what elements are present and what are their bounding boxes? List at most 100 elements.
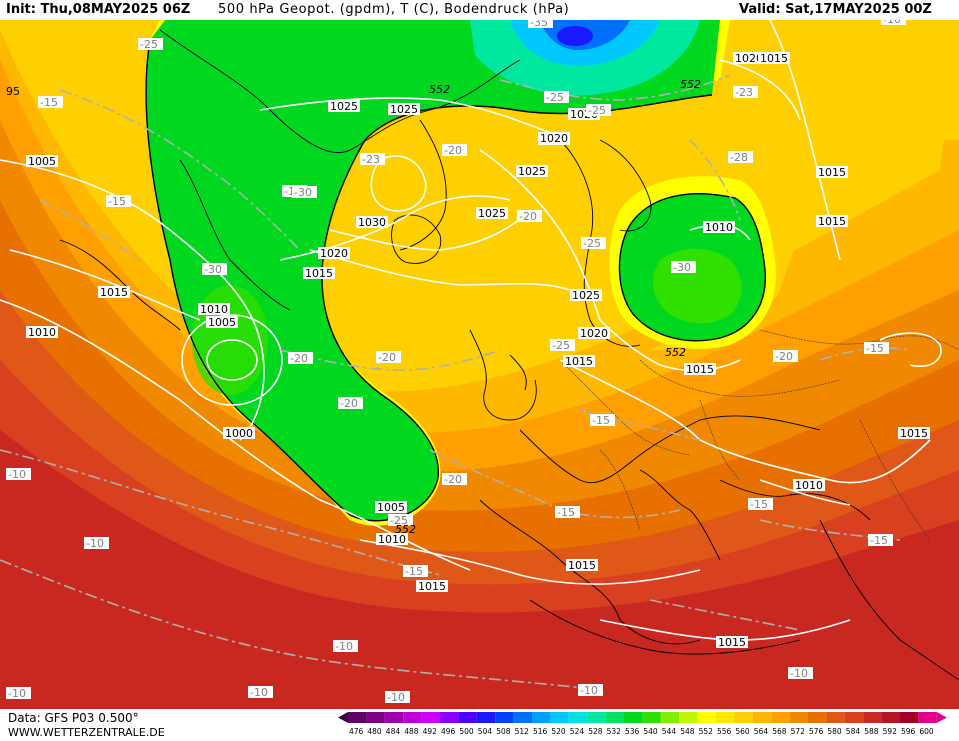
temperature-label-box [581, 237, 606, 249]
pressure-label: 1020 [580, 327, 608, 340]
legend-swatch [918, 712, 937, 723]
legend-tick-label: 476 [349, 727, 364, 736]
legend-tick-label: 600 [919, 727, 934, 736]
temperature-label-box [106, 195, 131, 207]
temperature-label: -15 [750, 498, 768, 511]
pressure-label-box [703, 221, 735, 233]
temperature-label: -10 [8, 468, 26, 481]
pressure-label-box [98, 286, 130, 298]
pressure-label-box [516, 165, 548, 177]
legend-tick-label: 584 [846, 727, 861, 736]
pressure-label: 1025 [390, 103, 418, 116]
pressure-label-box [356, 216, 388, 228]
valid-time: Valid: Sat,17MAY2025 00Z [739, 2, 932, 17]
pressure-label: 1010 [28, 326, 56, 339]
pressure-label: 1010 [705, 221, 733, 234]
temperature-label-box [6, 687, 31, 699]
pressure-label: 1015 [900, 427, 928, 440]
temperature-label-box [292, 186, 317, 198]
legend-swatch [844, 712, 864, 723]
pressure-label: 1015 [418, 580, 446, 593]
pressure-label-box [733, 52, 765, 64]
temperature-label: -10 [790, 667, 808, 680]
pressure-label: 1025 [518, 165, 546, 178]
legend-swatch [513, 712, 532, 723]
pressure-label: 1000 [225, 427, 253, 440]
temperature-label: -15 [866, 342, 884, 355]
temperature-label-box [881, 20, 906, 25]
temperature-label-box [248, 686, 273, 698]
temperature-label: -25 [390, 514, 408, 527]
pressure-label: 1020 [320, 247, 348, 260]
pressure-label-box [303, 267, 335, 279]
pressure-label-box [223, 427, 255, 439]
temperature-label: -25 [552, 339, 570, 352]
geopotential-label: 552 [429, 83, 450, 96]
geopotential-label: 552 [680, 78, 701, 91]
field-band-508 [557, 26, 593, 46]
temperature-label: -10 [8, 687, 26, 700]
temperature-label-box [671, 261, 696, 273]
legend-tick-label: 588 [864, 727, 879, 736]
pressure-label-box [563, 355, 595, 367]
legend-tick-label: 496 [441, 727, 456, 736]
legend-swatch [587, 712, 606, 723]
temperature-label: -10 [883, 20, 901, 26]
temperature-label-box [578, 684, 603, 696]
pressure-label-box [758, 52, 790, 64]
temperature-label: -20 [444, 144, 462, 157]
pressure-label: 1005 [28, 155, 56, 168]
legend-swatch [771, 712, 790, 723]
pressure-label: 1015 [760, 52, 788, 65]
legend-swatch [421, 712, 440, 723]
temperature-label: -15 [557, 506, 575, 519]
temperature-label: -30 [673, 261, 691, 274]
legend-tick-label: 504 [478, 727, 493, 736]
temperature-label: -30 [204, 263, 222, 276]
pressure-label: 1010 [378, 533, 406, 546]
legend-tick-label: 596 [901, 727, 916, 736]
init-time: Init: Thu,08MAY2025 06Z [6, 2, 191, 17]
pressure-label-box [816, 166, 848, 178]
geopotential-label: 552 [665, 346, 686, 359]
temperature-label-box [550, 339, 575, 351]
legend-swatch [458, 712, 477, 723]
pressure-label: 1015 [568, 559, 596, 572]
temperature-label: -28 [730, 151, 748, 164]
temperature-label: -15 [40, 96, 58, 109]
pressure-label-box [26, 155, 58, 167]
geopotential-label: 552 [395, 523, 416, 536]
pressure-label: 1025 [330, 100, 358, 113]
legend-tick-label: 508 [496, 727, 511, 736]
legend-swatch [789, 712, 808, 723]
pressure-label-box [898, 427, 930, 439]
legend-swatch [550, 712, 569, 723]
legend-tick-label: 572 [791, 727, 806, 736]
legend-tick-label: 560 [735, 727, 750, 736]
pressure-label-box [416, 580, 448, 592]
legend-swatch [605, 712, 624, 723]
field-band-560-east [650, 20, 959, 350]
temperature-label-box [788, 667, 813, 679]
temperature-label-box [84, 537, 109, 549]
temperature-label: -20 [775, 350, 793, 363]
temperature-label-box [555, 506, 580, 518]
legend-swatch [679, 712, 698, 723]
pressure-label: 1015 [718, 636, 746, 649]
temperature-label-box [360, 153, 385, 165]
legend-swatch [495, 712, 514, 723]
temperature-label-box [288, 352, 313, 364]
legend-tick-label: 564 [754, 727, 769, 736]
legend-tick-label: 540 [643, 727, 658, 736]
legend-tick-label: 580 [827, 727, 842, 736]
legend-tick-label: 536 [625, 727, 640, 736]
map-header: Init: Thu,08MAY2025 06Z 500 hPa Geopot. … [0, 0, 959, 20]
temperature-label: -25 [140, 38, 158, 51]
edge-label: 95 [6, 85, 20, 98]
legend-tick-label: 516 [533, 727, 548, 736]
map-title: 500 hPa Geopot. (gpdm), T (C), Bodendruc… [218, 2, 570, 17]
legend-swatch [826, 712, 845, 723]
temperature-label-box [388, 514, 413, 526]
legend-tick-label: 488 [404, 727, 419, 736]
temperature-label: -15 [870, 534, 888, 547]
